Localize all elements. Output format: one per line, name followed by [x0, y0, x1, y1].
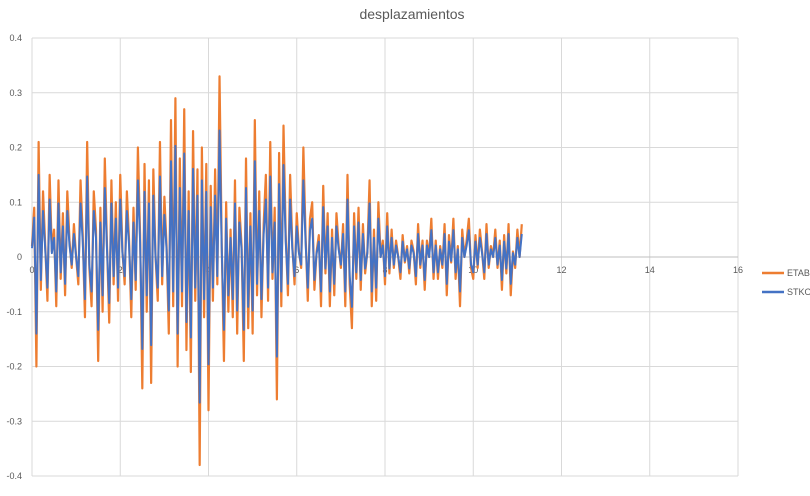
x-tick-label: 2 — [118, 265, 123, 275]
x-tick-label: 0 — [29, 265, 34, 275]
legend-label-stko: STKO — [787, 287, 810, 297]
y-tick-label: -0.4 — [6, 471, 22, 481]
y-tick-label: -0.2 — [6, 362, 22, 372]
y-tick-label: -0.3 — [6, 416, 22, 426]
series-line-etabs — [30, 75, 523, 467]
y-tick-label: -0.1 — [6, 307, 22, 317]
x-tick-label: 12 — [556, 265, 566, 275]
x-tick-label: 6 — [294, 265, 299, 275]
series-line-stko — [31, 129, 523, 404]
y-tick-label: 0.2 — [9, 143, 22, 153]
x-tick-label: 4 — [206, 265, 211, 275]
x-tick-label: 16 — [733, 265, 743, 275]
series-lines — [30, 75, 523, 467]
x-tick-label: 14 — [645, 265, 655, 275]
y-tick-label: 0.4 — [9, 33, 22, 43]
y-tick-label: 0.1 — [9, 197, 22, 207]
y-tick-label: 0.3 — [9, 88, 22, 98]
y-tick-label: 0 — [17, 252, 22, 262]
chart-title: desplazamientos — [359, 6, 464, 22]
